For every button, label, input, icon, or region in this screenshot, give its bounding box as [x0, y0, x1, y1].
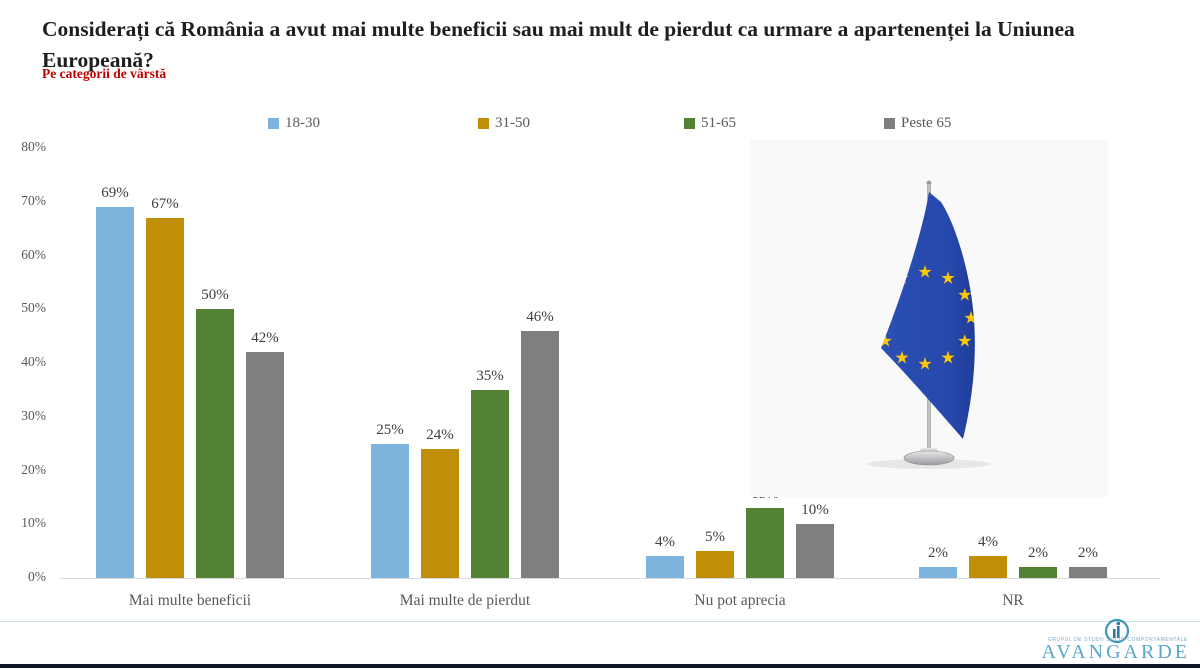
y-tick-label: 70% — [21, 192, 46, 208]
bar-value-label: 4% — [978, 534, 998, 550]
bar-Peste 65-1 — [521, 331, 559, 578]
bar-value-label: 2% — [1028, 545, 1048, 561]
bar-value-label: 2% — [928, 545, 948, 561]
bar-51-65-3 — [1019, 567, 1057, 578]
footer-bar — [0, 664, 1200, 668]
legend-swatch — [884, 118, 895, 129]
bar-value-label: 2% — [1078, 545, 1098, 561]
bar-51-65-2 — [746, 508, 784, 578]
bar-value-label: 10% — [801, 502, 829, 518]
category-label: Nu pot aprecia — [694, 592, 786, 609]
category-label: NR — [1002, 592, 1024, 609]
footer-separator — [0, 621, 1200, 622]
bar-18-30-2 — [646, 556, 684, 578]
legend-label: Peste 65 — [901, 115, 952, 131]
bar-51-65-1 — [471, 390, 509, 578]
legend-label: 18-30 — [285, 115, 320, 131]
y-tick-label: 40% — [21, 354, 46, 369]
bar-value-label: 69% — [101, 185, 129, 201]
bar-value-label: 5% — [705, 529, 725, 545]
legend-label: 31-50 — [495, 115, 530, 131]
bar-51-65-0 — [196, 309, 234, 578]
category-label: Mai multe de pierdut — [399, 592, 531, 609]
y-tick-label: 0% — [28, 569, 46, 584]
bar-value-label: 35% — [476, 368, 504, 384]
y-tick-label: 50% — [21, 300, 46, 316]
avangarde-tagline: GRUPUL DE STUDII SOCIO COMPORTAMENTALE — [1047, 637, 1188, 643]
y-tick-label: 10% — [21, 515, 46, 531]
bar-18-30-0 — [96, 207, 134, 578]
category-label: Mai multe beneficii — [128, 592, 252, 609]
legend-swatch — [268, 118, 279, 129]
bar-31-50-3 — [969, 556, 1007, 578]
eu-flag-illustration — [867, 180, 991, 469]
bar-Peste 65-3 — [1069, 567, 1107, 578]
y-tick-label: 80% — [21, 139, 46, 154]
legend-item-18-30: 18-30 — [268, 115, 320, 132]
bar-31-50-0 — [146, 218, 184, 578]
bar-value-label: 50% — [201, 287, 229, 303]
bar-31-50-2 — [696, 551, 734, 578]
legend-swatch — [478, 118, 489, 129]
bar-value-label: 25% — [376, 422, 404, 438]
bar-18-30-3 — [919, 567, 957, 578]
bar-value-label: 42% — [251, 330, 279, 346]
bar-Peste 65-2 — [796, 524, 834, 578]
bar-31-50-1 — [421, 449, 459, 578]
eu-flag-panel — [750, 140, 1108, 497]
avangarde-logo-text: AVANGARDE — [1041, 641, 1190, 663]
legend-label: 51-65 — [701, 115, 736, 131]
avangarde-logo-icon — [1104, 618, 1130, 644]
bar-value-label: 46% — [526, 309, 554, 325]
legend-swatch — [684, 118, 695, 129]
page-title: Considerați că România a avut mai multe … — [42, 17, 1075, 72]
bar-value-label: 4% — [655, 534, 675, 550]
y-tick-label: 60% — [21, 246, 46, 262]
y-tick-label: 30% — [21, 407, 46, 423]
bar-Peste 65-0 — [246, 352, 284, 578]
legend-item-51-65: 51-65 — [684, 115, 736, 132]
legend-item-Peste 65: Peste 65 — [884, 115, 951, 132]
legend-item-31-50: 31-50 — [478, 115, 530, 132]
bar-value-label: 67% — [151, 196, 179, 212]
bar-18-30-1 — [371, 444, 409, 578]
bar-value-label: 24% — [426, 427, 454, 443]
page-subtitle: Pe categorii de vârstă — [42, 66, 167, 81]
x-axis-line — [60, 578, 1160, 579]
y-tick-label: 20% — [21, 461, 46, 477]
